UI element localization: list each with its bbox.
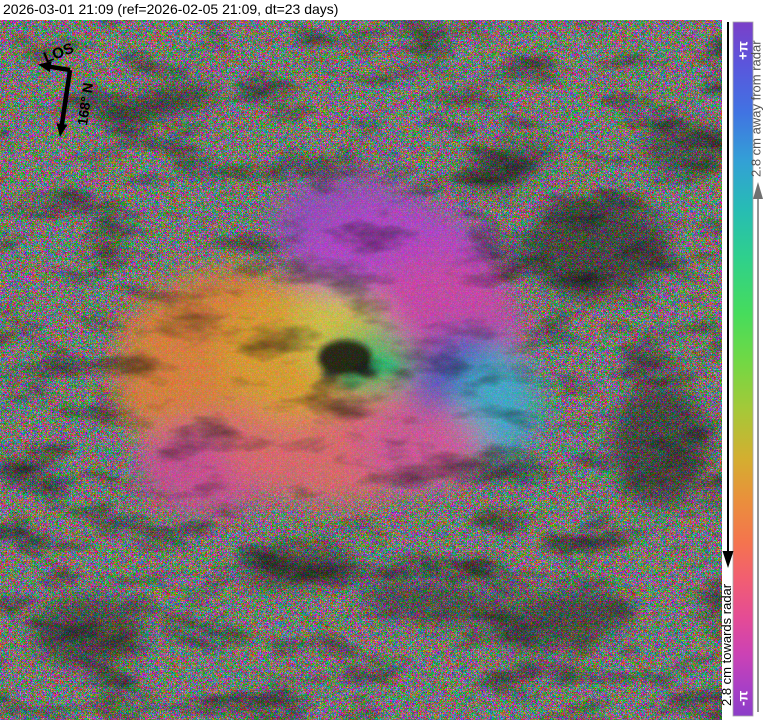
- north-heading-label: 168° N: [74, 82, 96, 127]
- colorbar: [732, 21, 754, 717]
- colorbar-rail: +π -π 2.8 cm towards radar 2.8 cm away f…: [720, 0, 764, 720]
- colorbar-bottom-label: -π: [735, 690, 751, 706]
- away-from-radar-arrow-icon: [753, 182, 763, 712]
- north-arrow-icon: [56, 69, 73, 137]
- figure-title: 2026-03-01 21:09 (ref=2026-02-05 21:09, …: [3, 1, 339, 17]
- towards-radar-arrow-icon: [722, 22, 734, 568]
- los-annotation: LOS 168° N: [38, 40, 96, 137]
- colorbar-top-label: +π: [735, 41, 751, 60]
- interferogram-map: LOS 168° N: [0, 20, 722, 720]
- los-label: LOS: [41, 40, 76, 67]
- ridge-shadows: [30, 87, 722, 668]
- towards-radar-label: 2.8 cm towards radar: [720, 583, 734, 706]
- away-from-radar-label: 2.8 cm away from radar: [749, 40, 764, 177]
- los-arrow-icon: [38, 61, 71, 73]
- interferogram-image: [0, 20, 722, 720]
